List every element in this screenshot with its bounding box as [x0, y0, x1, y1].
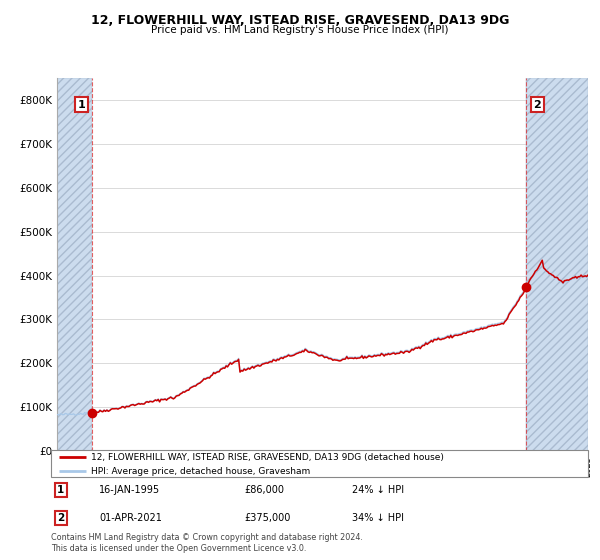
Text: Price paid vs. HM Land Registry's House Price Index (HPI): Price paid vs. HM Land Registry's House …: [151, 25, 449, 35]
Text: 1: 1: [77, 100, 85, 110]
Bar: [526, 78, 588, 451]
Text: Contains HM Land Registry data © Crown copyright and database right 2024.
This d: Contains HM Land Registry data © Crown c…: [51, 533, 363, 553]
Text: 2: 2: [533, 100, 541, 110]
Text: 24% ↓ HPI: 24% ↓ HPI: [352, 485, 404, 495]
Text: 12, FLOWERHILL WAY, ISTEAD RISE, GRAVESEND, DA13 9DG: 12, FLOWERHILL WAY, ISTEAD RISE, GRAVESE…: [91, 14, 509, 27]
Text: 34% ↓ HPI: 34% ↓ HPI: [352, 513, 404, 523]
Text: 2: 2: [57, 513, 64, 523]
Bar: [57, 78, 92, 451]
Text: HPI: Average price, detached house, Gravesham: HPI: Average price, detached house, Grav…: [91, 466, 311, 475]
Text: 16-JAN-1995: 16-JAN-1995: [100, 485, 160, 495]
Text: 01-APR-2021: 01-APR-2021: [100, 513, 162, 523]
Text: 1: 1: [57, 485, 64, 495]
Text: 12, FLOWERHILL WAY, ISTEAD RISE, GRAVESEND, DA13 9DG (detached house): 12, FLOWERHILL WAY, ISTEAD RISE, GRAVESE…: [91, 453, 444, 462]
Text: £86,000: £86,000: [244, 485, 284, 495]
Text: £375,000: £375,000: [244, 513, 290, 523]
FancyBboxPatch shape: [51, 450, 588, 477]
